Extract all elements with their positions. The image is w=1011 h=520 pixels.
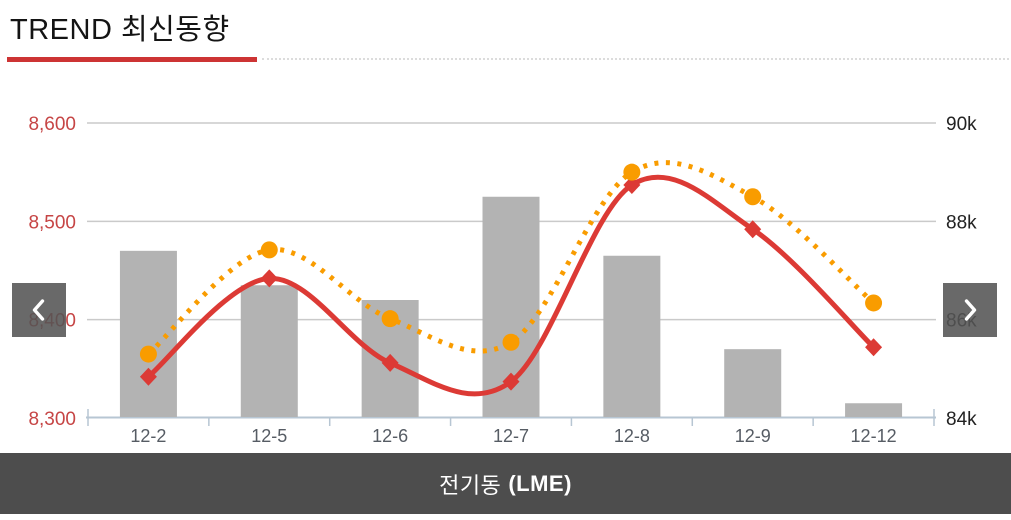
title-underline-accent <box>7 57 257 62</box>
price-solid-line-marker-12-6 <box>381 353 399 372</box>
right-axis-tick: 84k <box>946 409 977 430</box>
price-solid-line-marker-12-5 <box>260 269 278 288</box>
right-axis-tick: 88k <box>946 212 977 233</box>
left-axis-tick: 8,600 <box>28 114 76 135</box>
price-dotted-line-marker-12-7 <box>502 333 520 351</box>
price-dotted-line-marker-12-9 <box>744 188 762 206</box>
x-axis-label: 12-6 <box>372 426 408 446</box>
instrument-name: 전기동 <box>439 472 502 498</box>
price-solid-line-marker-12-8 <box>623 175 641 194</box>
instrument-label-bar: 전기동 (LME) <box>0 453 1011 514</box>
bar-12-5 <box>240 285 298 417</box>
bar-12-2 <box>119 250 177 417</box>
page-title: TREND 최신동향 <box>10 14 230 46</box>
title-underline-dotted <box>262 58 1009 60</box>
price-solid-line-marker-12-12 <box>865 338 883 357</box>
instrument-code: (LME) <box>508 470 572 496</box>
prev-button[interactable] <box>12 283 66 337</box>
price-solid-line-marker-12-7 <box>502 372 520 391</box>
price-dotted-line-marker-12-8 <box>623 163 641 181</box>
right-axis-tick: 90k <box>946 114 977 135</box>
x-axis-label: 12-8 <box>614 426 650 446</box>
bar-12-8 <box>603 255 661 417</box>
left-axis-tick: 8,500 <box>28 212 76 233</box>
title-underline <box>0 56 1011 62</box>
next-button[interactable] <box>943 283 997 337</box>
x-axis-label: 12-9 <box>735 426 771 446</box>
price-solid-line-marker-12-9 <box>744 220 762 239</box>
price-solid-line-marker-12-2 <box>139 367 157 386</box>
bar-12-9 <box>724 349 782 417</box>
chevron-right-icon <box>964 299 977 321</box>
price-dotted-line-marker-12-6 <box>381 310 399 328</box>
bar-12-12 <box>845 403 903 417</box>
x-axis-label: 12-2 <box>130 426 166 446</box>
chevron-left-icon <box>32 299 45 321</box>
price-dotted-line-marker-12-2 <box>139 345 157 363</box>
left-axis-tick: 8,300 <box>28 409 76 430</box>
x-axis-label: 12-7 <box>493 426 529 446</box>
x-axis-label: 12-5 <box>251 426 287 446</box>
price-dotted-line-marker-12-5 <box>260 241 278 259</box>
x-axis-label: 12-12 <box>851 426 897 446</box>
price-dotted-line-marker-12-12 <box>865 294 883 312</box>
